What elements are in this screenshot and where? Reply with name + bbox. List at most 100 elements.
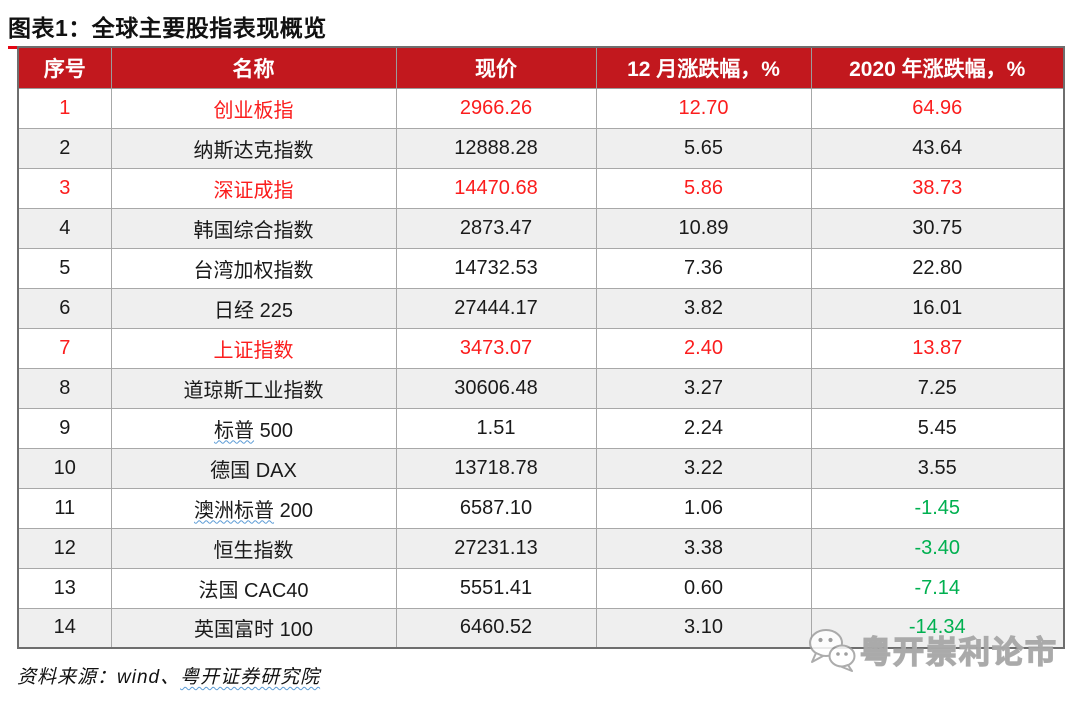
row-number-cell: 1: [17, 87, 112, 129]
index-name-cell: 韩国综合指数: [110, 207, 397, 249]
ytd-change-cell: 30.75: [810, 207, 1065, 249]
index-name-cell: 日经 225: [110, 287, 397, 329]
column-header-2: 现价: [395, 46, 597, 89]
ytd-change-cell: -3.40: [810, 527, 1065, 569]
row-number-cell: 12: [17, 527, 112, 569]
ytd-change-cell: 5.45: [810, 407, 1065, 449]
ytd-change-cell: -1.45: [810, 487, 1065, 529]
column-header-1: 名称: [110, 46, 397, 89]
ytd-change-cell: -14.34: [810, 607, 1065, 649]
table-row: 1 创业板指 2966.26 12.70 64.96: [17, 87, 1065, 129]
dec-change-cell: 3.38: [595, 527, 812, 569]
row-number-cell: 2: [17, 127, 112, 169]
table-row: 5 台湾加权指数 14732.53 7.36 22.80: [17, 247, 1065, 289]
index-name-cell: 澳洲标普 200: [110, 487, 397, 529]
row-number-cell: 6: [17, 287, 112, 329]
price-cell: 12888.28: [395, 127, 597, 169]
row-number-cell: 8: [17, 367, 112, 409]
row-number-cell: 4: [17, 207, 112, 249]
source-note-institute: 粤开证券研究院: [180, 667, 321, 688]
table-row: 13 法国 CAC40 5551.41 0.60 -7.14: [17, 567, 1065, 609]
table-row: 6 日经 225 27444.17 3.82 16.01: [17, 287, 1065, 329]
dec-change-cell: 3.22: [595, 447, 812, 489]
source-note-prefix: 资料来源：wind、: [17, 667, 181, 688]
index-name-cell: 纳斯达克指数: [110, 127, 397, 169]
ytd-change-cell: 3.55: [810, 447, 1065, 489]
dec-change-cell: 12.70: [595, 87, 812, 129]
column-header-3: 12 月涨跌幅，%: [595, 46, 812, 89]
source-note: 资料来源：wind、粤开证券研究院: [17, 662, 320, 689]
ytd-change-cell: 16.01: [810, 287, 1065, 329]
row-number-cell: 11: [17, 487, 112, 529]
dec-change-cell: 3.82: [595, 287, 812, 329]
index-name-cell: 法国 CAC40: [110, 567, 397, 609]
row-number-cell: 9: [17, 407, 112, 449]
index-name-cell: 英国富时 100: [110, 607, 397, 649]
row-number-cell: 5: [17, 247, 112, 289]
price-cell: 1.51: [395, 407, 597, 449]
price-cell: 2873.47: [395, 207, 597, 249]
figure-title: 图表1：全球主要股指表现概览: [8, 9, 327, 49]
table-row: 9 标普 500 1.51 2.24 5.45: [17, 407, 1065, 449]
dec-change-cell: 5.65: [595, 127, 812, 169]
global-index-table: 序号 名称 现价 12 月涨跌幅，% 2020 年涨跌幅，% 1 创业板指 2966.26 1…: [17, 46, 1065, 649]
table-row: 8 道琼斯工业指数 30606.48 3.27 7.25: [17, 367, 1065, 409]
ytd-change-cell: 7.25: [810, 367, 1065, 409]
dec-change-cell: 0.60: [595, 567, 812, 609]
row-number-cell: 7: [17, 327, 112, 369]
index-name-cell: 道琼斯工业指数: [110, 367, 397, 409]
dec-change-cell: 2.40: [595, 327, 812, 369]
price-cell: 3473.07: [395, 327, 597, 369]
dec-change-cell: 7.36: [595, 247, 812, 289]
row-number-cell: 14: [17, 607, 112, 649]
spellcheck-underlined-text: 标普: [214, 419, 255, 442]
price-cell: 27444.17: [395, 287, 597, 329]
price-cell: 6460.52: [395, 607, 597, 649]
index-name-cell: 上证指数: [110, 327, 397, 369]
index-name-cell: 台湾加权指数: [110, 247, 397, 289]
row-number-cell: 13: [17, 567, 112, 609]
index-name-cell: 恒生指数: [110, 527, 397, 569]
dec-change-cell: 1.06: [595, 487, 812, 529]
table-row: 3 深证成指 14470.68 5.86 38.73: [17, 167, 1065, 209]
column-header-4: 2020 年涨跌幅，%: [810, 46, 1065, 89]
dec-change-cell: 3.27: [595, 367, 812, 409]
ytd-change-cell: 22.80: [810, 247, 1065, 289]
table-row: 11 澳洲标普 200 6587.10 1.06 -1.45: [17, 487, 1065, 529]
table-row: 2 纳斯达克指数 12888.28 5.65 43.64: [17, 127, 1065, 169]
price-cell: 2966.26: [395, 87, 597, 129]
ytd-change-cell: 38.73: [810, 167, 1065, 209]
ytd-change-cell: 43.64: [810, 127, 1065, 169]
price-cell: 13718.78: [395, 447, 597, 489]
ytd-change-cell: 64.96: [810, 87, 1065, 129]
index-name-cell: 深证成指: [110, 167, 397, 209]
dec-change-cell: 3.10: [595, 607, 812, 649]
price-cell: 6587.10: [395, 487, 597, 529]
index-name-cell: 创业板指: [110, 87, 397, 129]
index-name-cell: 德国 DAX: [110, 447, 397, 489]
price-cell: 30606.48: [395, 367, 597, 409]
table-body: 1 创业板指 2966.26 12.70 64.96 2 纳斯达克指数 12888.28 5.6…: [17, 87, 1065, 649]
table-header-row: 序号 名称 现价 12 月涨跌幅，% 2020 年涨跌幅，%: [17, 46, 1065, 89]
price-cell: 27231.13: [395, 527, 597, 569]
price-cell: 5551.41: [395, 567, 597, 609]
table-row: 14 英国富时 100 6460.52 3.10 -14.34: [17, 607, 1065, 649]
table-row: 7 上证指数 3473.07 2.40 13.87: [17, 327, 1065, 369]
dec-change-cell: 5.86: [595, 167, 812, 209]
row-number-cell: 3: [17, 167, 112, 209]
spellcheck-underlined-text: 澳洲标普: [194, 499, 275, 522]
figure-title-row: 图表1：全球主要股指表现概览: [0, 0, 1080, 49]
ytd-change-cell: -7.14: [810, 567, 1065, 609]
price-cell: 14732.53: [395, 247, 597, 289]
dec-change-cell: 10.89: [595, 207, 812, 249]
dec-change-cell: 2.24: [595, 407, 812, 449]
row-number-cell: 10: [17, 447, 112, 489]
ytd-change-cell: 13.87: [810, 327, 1065, 369]
index-name-cell: 标普 500: [110, 407, 397, 449]
table-row: 12 恒生指数 27231.13 3.38 -3.40: [17, 527, 1065, 569]
price-cell: 14470.68: [395, 167, 597, 209]
table-row: 10 德国 DAX 13718.78 3.22 3.55: [17, 447, 1065, 489]
column-header-0: 序号: [17, 46, 112, 89]
table-row: 4 韩国综合指数 2873.47 10.89 30.75: [17, 207, 1065, 249]
